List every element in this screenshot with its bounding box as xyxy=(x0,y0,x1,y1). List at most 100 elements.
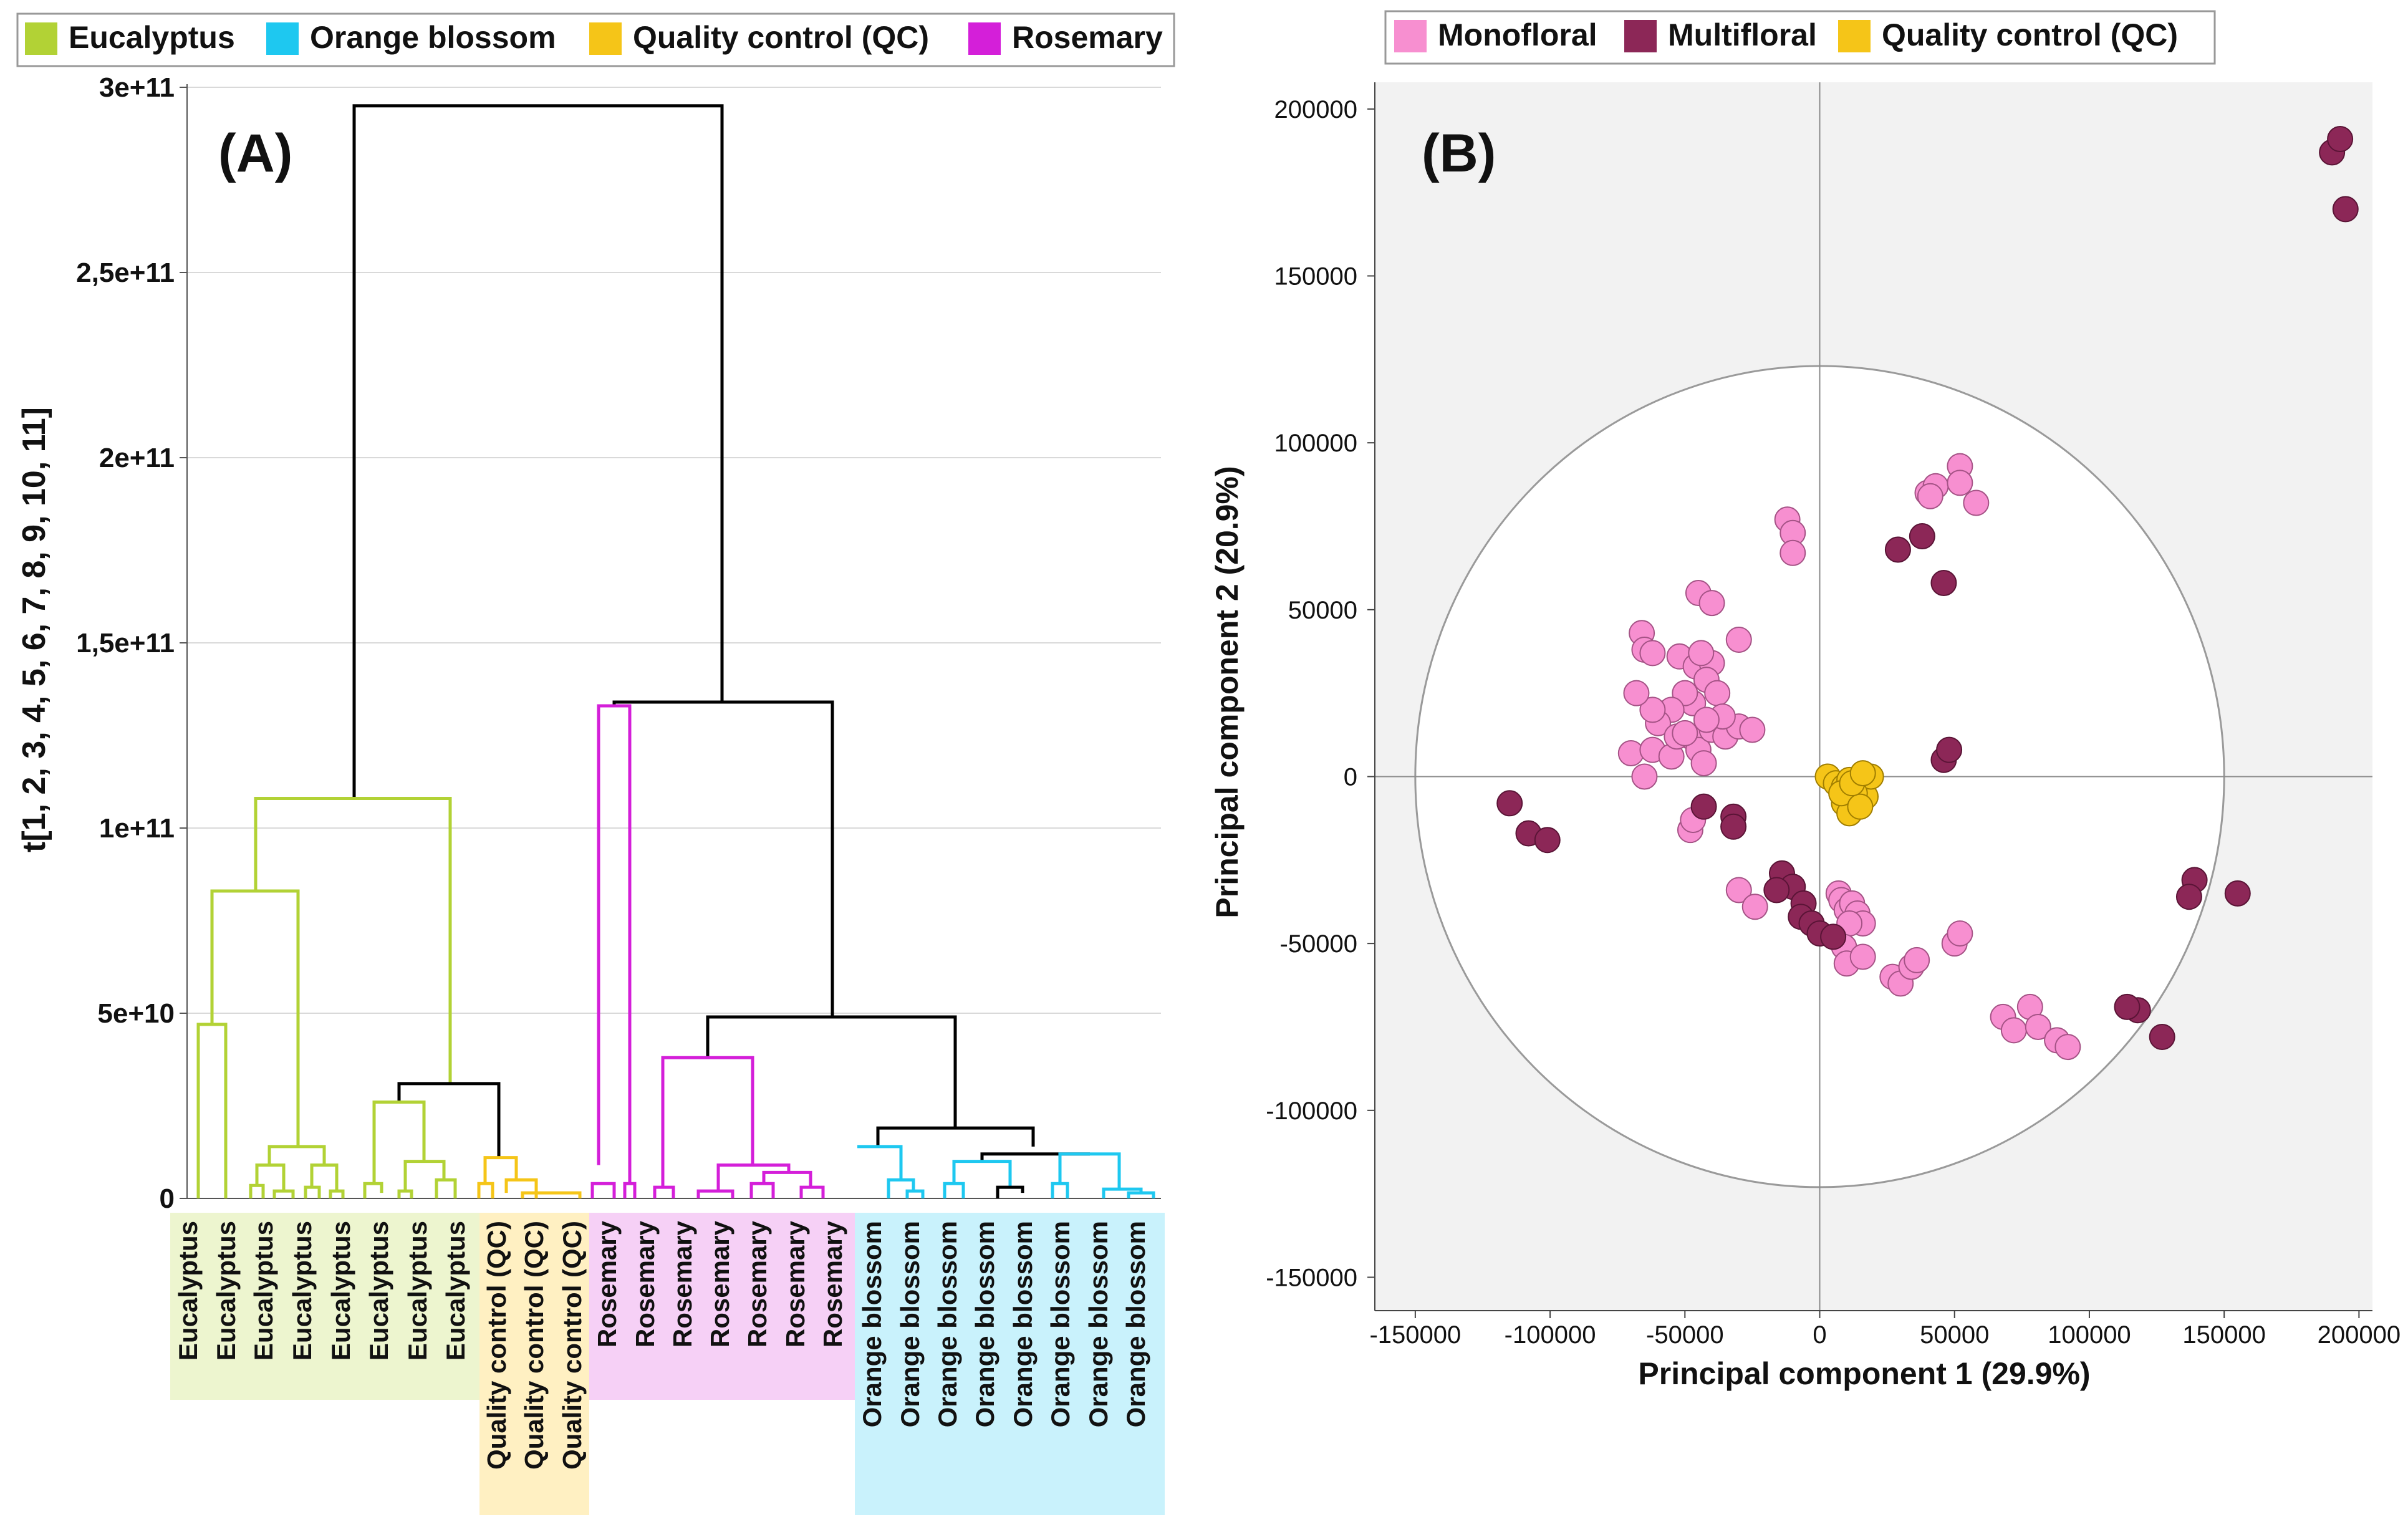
pca-point-monofloral xyxy=(1917,483,1943,509)
leaf-label: Eucalyptus xyxy=(441,1221,470,1361)
pca-panel: Monofloral Multifloral Quality control (… xyxy=(1210,10,2401,1391)
leaf-label: Orange blossom xyxy=(1121,1221,1150,1427)
pca-point-multifloral xyxy=(1763,877,1790,903)
pca-point-monofloral xyxy=(1725,626,1752,653)
leaf-group-bg-rosemary xyxy=(589,1213,855,1400)
leaf-label: Orange blossom xyxy=(970,1221,999,1427)
dendrogram-leaf-merge xyxy=(696,1189,734,1198)
legend-swatch-multifloral xyxy=(1624,20,1657,52)
pca-point-monofloral xyxy=(1690,750,1717,777)
dendrogram-leaf-merge xyxy=(623,1182,637,1198)
dendrogram-leaf-merge xyxy=(477,1182,494,1198)
pca-point-multifloral xyxy=(1909,523,1935,550)
pca-point-monofloral xyxy=(1623,680,1650,706)
legend-swatch-monofloral xyxy=(1394,20,1427,52)
pca-point-monofloral xyxy=(1639,696,1666,723)
dendrogram-y-tick-label: 1,5e+11 xyxy=(76,628,175,658)
pca-point-monofloral xyxy=(1739,716,1766,743)
leaf-label: Quality control (QC) xyxy=(519,1221,549,1470)
dendrogram-leaf-merge xyxy=(653,1185,675,1198)
pca-y-tick-label: 150000 xyxy=(1274,263,1357,290)
leaf-label: Orange blossom xyxy=(933,1221,962,1427)
dendrogram-branch-orange-top xyxy=(876,1126,1035,1147)
pca-y-tick-label: -50000 xyxy=(1279,930,1357,958)
legend-label-monofloral: Monofloral xyxy=(1438,17,1597,52)
pca-y-tick-label: 200000 xyxy=(1274,96,1357,123)
pca-point-monofloral xyxy=(1780,539,1806,566)
dendrogram-leaf-merge xyxy=(716,1163,791,1192)
legend-swatch-qc xyxy=(589,22,622,55)
leaf-label: Rosemary xyxy=(630,1220,660,1347)
legend-label-qc: Quality control (QC) xyxy=(633,20,929,55)
dendrogram-tree xyxy=(196,104,1155,1198)
dendrogram-branch-eucalyptus-a1 xyxy=(196,1023,228,1198)
pca-point-multifloral xyxy=(1720,813,1747,840)
pca-point-multifloral xyxy=(1496,790,1523,817)
dendrogram-leaf-merge xyxy=(521,1191,582,1198)
dendrogram-leaf-merge xyxy=(435,1178,457,1198)
dendrogram-branch-rosemary-a xyxy=(597,704,632,1184)
dendrogram-leaf-merge xyxy=(749,1182,775,1198)
dendrogram-leaf-merge xyxy=(905,1189,925,1198)
leaf-label: Rosemary xyxy=(705,1220,734,1347)
dendrogram-leaf-merge xyxy=(397,1189,413,1198)
pca-point-monofloral xyxy=(2025,1013,2051,1040)
pca-point-multifloral xyxy=(1820,923,1847,950)
legend-label-pca-qc: Quality control (QC) xyxy=(1882,17,2178,52)
pca-point-monofloral xyxy=(1963,489,1990,516)
dendrogram-leaf-merge xyxy=(799,1185,825,1198)
dendrogram-branch-eucalyptus-b xyxy=(372,1101,426,1184)
dendrogram-leaf-merge xyxy=(403,1160,446,1192)
dendrogram-leaf-merge xyxy=(249,1183,265,1198)
pca-point-multifloral xyxy=(2114,993,2141,1020)
leaf-group-bg-qc xyxy=(479,1213,589,1515)
panel-label-b: (B) xyxy=(1422,123,1496,183)
dendrogram-leaf-merge xyxy=(272,1189,295,1198)
leaf-label: Eucalyptus xyxy=(211,1221,241,1361)
dendrogram-branch-root xyxy=(352,104,724,799)
pca-point-multifloral xyxy=(2224,880,2251,907)
pca-y-tick-label: 100000 xyxy=(1274,430,1357,457)
dendrogram-y-tick-label: 0 xyxy=(160,1183,175,1214)
pca-point-monofloral xyxy=(1617,740,1644,767)
pca-point-monofloral xyxy=(1741,894,1768,920)
pca-y-tick-label: 50000 xyxy=(1288,597,1357,624)
dendrogram-branch-rosemary-orange xyxy=(612,700,834,1017)
leaf-label: Rosemary xyxy=(818,1220,847,1347)
pca-point-monofloral xyxy=(1693,706,1720,733)
pca-x-tick-label: 0 xyxy=(1813,1321,1826,1349)
dendrogram-leaf-labels: Eucalyptus Eucalyptus Eucalyptus Eucalyptus… xyxy=(173,1220,1150,1470)
legend-label-orange-blossom: Orange blossom xyxy=(310,20,556,55)
leaf-label: Rosemary xyxy=(668,1220,697,1347)
pca-point-multifloral xyxy=(2327,126,2354,153)
pca-point-monofloral xyxy=(1904,947,1930,973)
leaf-label: Eucalyptus xyxy=(173,1221,203,1361)
pca-point-monofloral xyxy=(2054,1034,2081,1061)
leaf-label: Orange blossom xyxy=(895,1221,925,1427)
leaf-label: Eucalyptus xyxy=(287,1221,317,1361)
dendrogram-branch-eucalyptus-a2l xyxy=(255,1163,286,1192)
pca-x-axis-label: Principal component 1 (29.9%) xyxy=(1638,1356,2090,1391)
pca-y-tick-label: -150000 xyxy=(1266,1264,1357,1291)
pca-x-tick-label: 100000 xyxy=(2048,1321,2131,1349)
pca-point-monofloral xyxy=(1947,920,1973,947)
pca-point-monofloral xyxy=(2000,1017,2027,1044)
dendrogram-legend: Eucalyptus Orange blossom Quality contro… xyxy=(16,12,1175,67)
pca-point-monofloral xyxy=(1849,943,1876,970)
leaf-label: Eucalyptus xyxy=(326,1221,355,1361)
dendrogram-leaf-merge xyxy=(1051,1182,1069,1198)
leaf-label: Eucalyptus xyxy=(403,1221,432,1361)
leaf-label: Eucalyptus xyxy=(364,1221,393,1361)
dendrogram-y-tick-label: 1e+11 xyxy=(99,813,175,844)
pca-x-tick-label: -50000 xyxy=(1646,1321,1724,1349)
dendrogram-y-tick-label: 2e+11 xyxy=(99,443,175,473)
leaf-label: Eucalyptus xyxy=(249,1221,278,1361)
pca-point-monofloral xyxy=(1725,877,1752,903)
dendrogram-leaf-merge xyxy=(504,1178,538,1198)
dendrogram-y-tick-label: 3e+11 xyxy=(99,72,175,103)
leaf-group-bg-orange-blossom xyxy=(855,1213,1165,1515)
dendrogram-leaf-merge xyxy=(762,1170,812,1188)
pca-point-multifloral xyxy=(1936,736,1963,763)
pca-x-tick-label: -100000 xyxy=(1505,1321,1596,1349)
pca-point-monofloral xyxy=(1704,680,1731,706)
